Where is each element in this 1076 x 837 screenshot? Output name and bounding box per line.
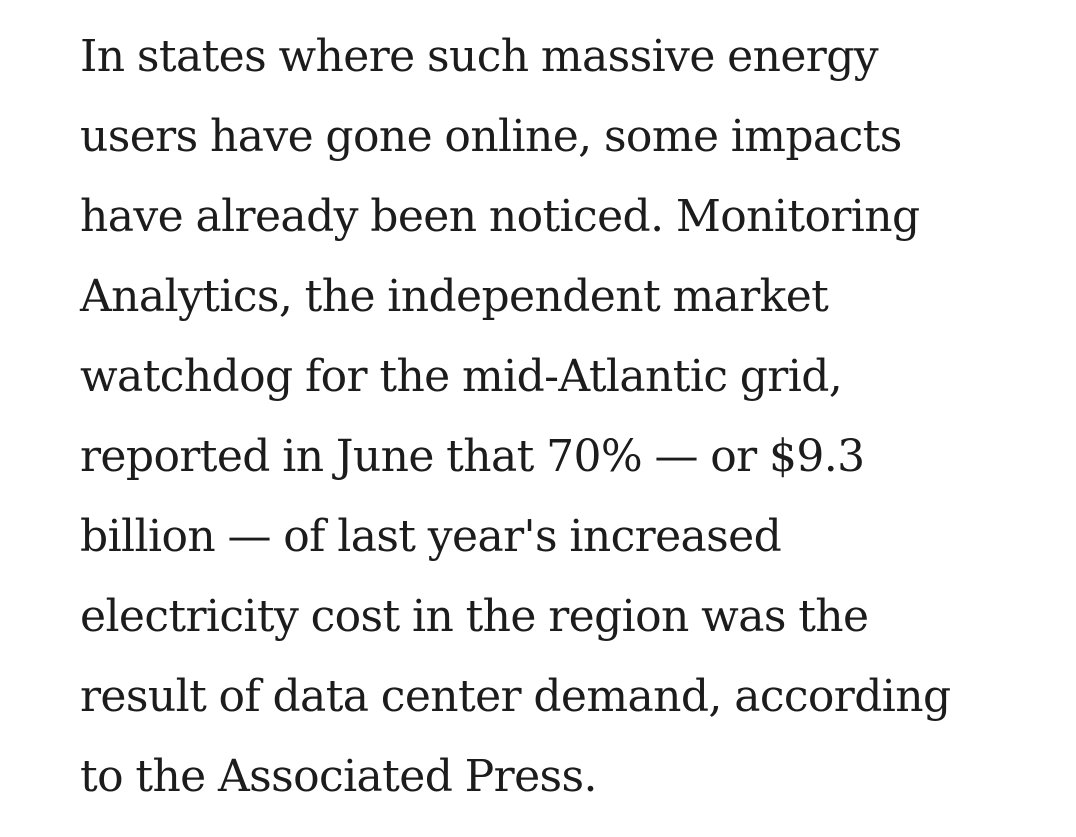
paragraph-line: result of data center demand, according bbox=[80, 671, 951, 722]
paragraph-line: Analytics, the independent market bbox=[80, 271, 829, 322]
paragraph-line: reported in June that 70% — or $9.3 bbox=[80, 431, 865, 482]
paragraph-line: billion — of last year's increased bbox=[80, 511, 782, 562]
article-body: In states where such massive energy user… bbox=[80, 17, 1060, 817]
article-paragraph: In states where such massive energy user… bbox=[80, 17, 1060, 817]
paragraph-line: to the Associated Press. bbox=[80, 751, 597, 802]
paragraph-line: In states where such massive energy bbox=[80, 31, 879, 82]
paragraph-line: electricity cost in the region was the bbox=[80, 591, 869, 642]
paragraph-line: users have gone online, some impacts bbox=[80, 111, 902, 162]
paragraph-line: have already been noticed. Monitoring bbox=[80, 191, 920, 242]
paragraph-line: watchdog for the mid-Atlantic grid, bbox=[80, 351, 843, 402]
